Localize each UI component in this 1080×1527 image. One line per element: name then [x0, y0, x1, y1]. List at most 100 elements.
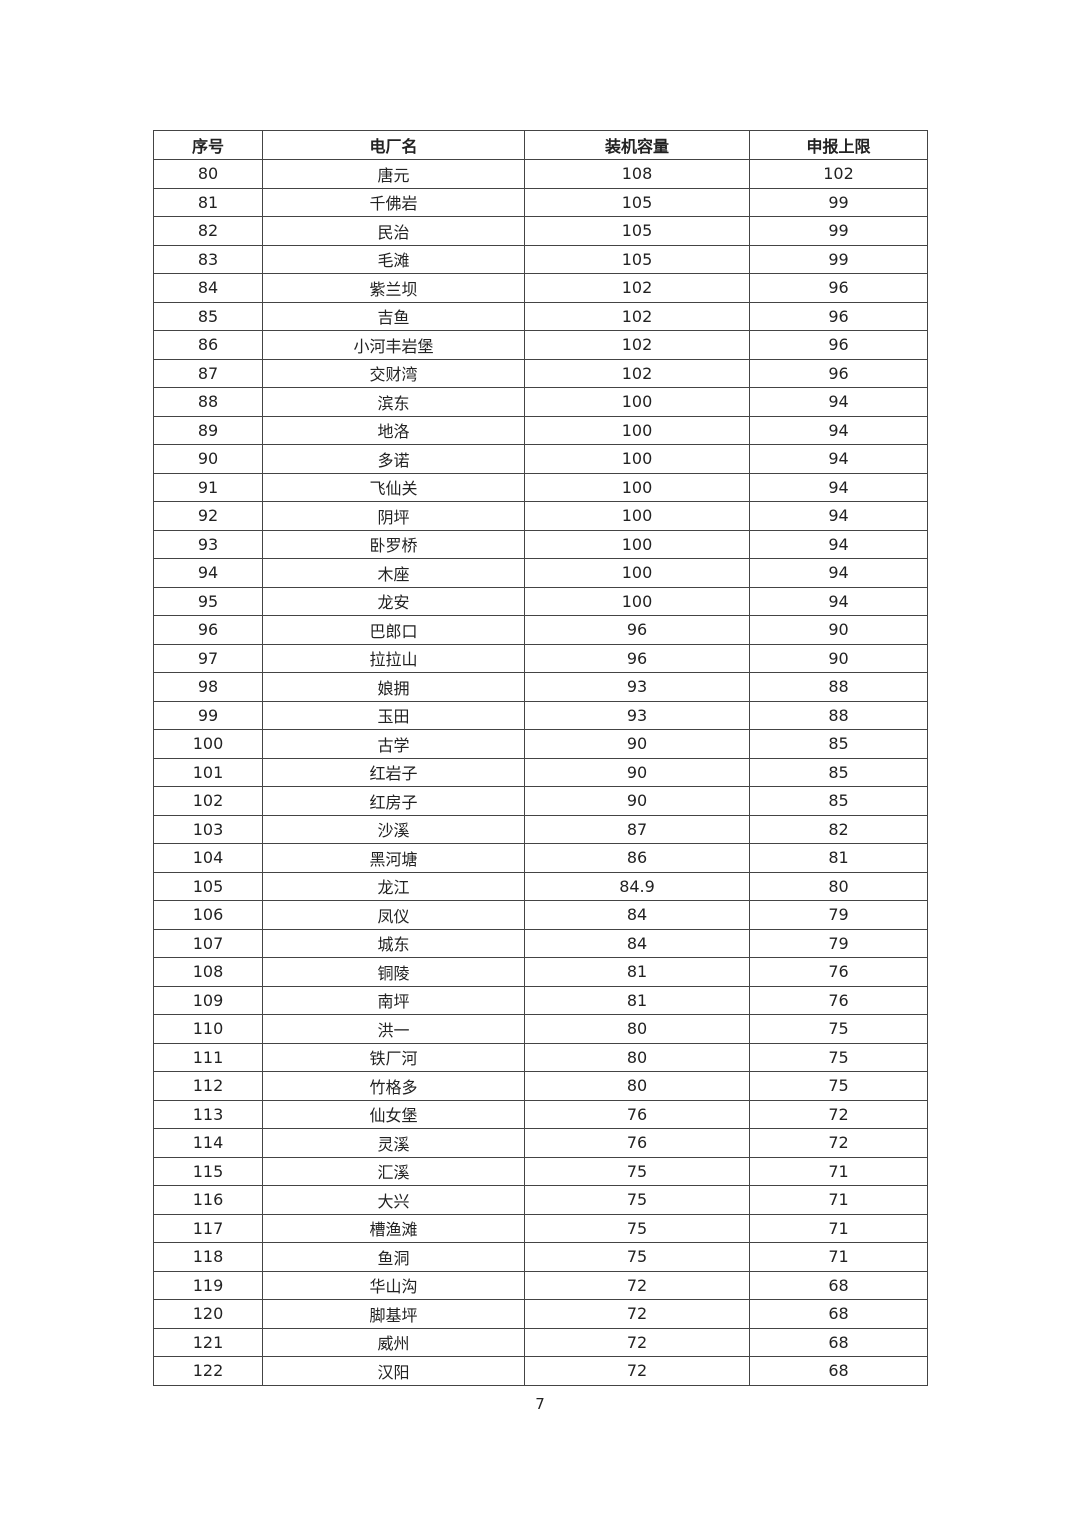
header-index: 序号: [153, 130, 263, 160]
table-row: 91 飞仙关 100 94: [153, 472, 928, 502]
cell-index: 95: [153, 586, 263, 616]
cell-index: 110: [153, 1014, 263, 1044]
cell-index: 86: [153, 330, 263, 360]
cell-installed-capacity: 108: [524, 159, 750, 189]
cell-index: 122: [153, 1356, 263, 1386]
table-row: 99 玉田 93 88: [153, 700, 928, 730]
table-row: 84 紫兰坝 102 96: [153, 273, 928, 303]
cell-plant-name: 毛滩: [262, 244, 525, 274]
table-row: 107 城东 84 79: [153, 928, 928, 958]
cell-plant-name: 汉阳: [262, 1356, 525, 1386]
cell-declared-limit: 94: [749, 472, 928, 502]
table-row: 115 汇溪 75 71: [153, 1156, 928, 1186]
cell-plant-name: 木座: [262, 558, 525, 588]
cell-plant-name: 红房子: [262, 786, 525, 816]
cell-plant-name: 红岩子: [262, 757, 525, 787]
cell-plant-name: 汇溪: [262, 1156, 525, 1186]
cell-index: 115: [153, 1156, 263, 1186]
cell-declared-limit: 71: [749, 1185, 928, 1215]
cell-plant-name: 南坪: [262, 985, 525, 1015]
cell-installed-capacity: 100: [524, 444, 750, 474]
table-row: 100 古学 90 85: [153, 729, 928, 759]
table-row: 85 吉鱼 102 96: [153, 301, 928, 331]
cell-plant-name: 千佛岩: [262, 187, 525, 217]
cell-plant-name: 紫兰坝: [262, 273, 525, 303]
cell-declared-limit: 96: [749, 273, 928, 303]
cell-declared-limit: 72: [749, 1128, 928, 1158]
cell-declared-limit: 68: [749, 1299, 928, 1329]
cell-index: 89: [153, 415, 263, 445]
cell-index: 82: [153, 216, 263, 246]
power-plant-table: 序号 电厂名 装机容量 申报上限 80 唐元 108 102 81 千佛岩 105 99 82 民…: [153, 130, 928, 1386]
cell-plant-name: 沙溪: [262, 814, 525, 844]
cell-declared-limit: 102: [749, 159, 928, 189]
table-row: 80 唐元 108 102: [153, 159, 928, 189]
table-row: 88 滨东 100 94: [153, 387, 928, 417]
cell-plant-name: 飞仙关: [262, 472, 525, 502]
table-row: 89 地洛 100 94: [153, 415, 928, 445]
cell-installed-capacity: 100: [524, 529, 750, 559]
cell-installed-capacity: 72: [524, 1327, 750, 1357]
cell-plant-name: 拉拉山: [262, 643, 525, 673]
cell-declared-limit: 88: [749, 672, 928, 702]
cell-index: 117: [153, 1213, 263, 1243]
table-row: 110 洪一 80 75: [153, 1014, 928, 1044]
cell-plant-name: 多诺: [262, 444, 525, 474]
cell-installed-capacity: 100: [524, 501, 750, 531]
cell-index: 108: [153, 957, 263, 987]
cell-declared-limit: 80: [749, 871, 928, 901]
cell-declared-limit: 82: [749, 814, 928, 844]
cell-declared-limit: 99: [749, 216, 928, 246]
cell-plant-name: 铜陵: [262, 957, 525, 987]
cell-declared-limit: 90: [749, 615, 928, 645]
cell-installed-capacity: 76: [524, 1128, 750, 1158]
cell-plant-name: 卧罗桥: [262, 529, 525, 559]
cell-plant-name: 槽渔滩: [262, 1213, 525, 1243]
cell-index: 105: [153, 871, 263, 901]
table-header-row: 序号 电厂名 装机容量 申报上限: [153, 130, 928, 160]
cell-declared-limit: 71: [749, 1242, 928, 1272]
header-plant-name: 电厂名: [262, 130, 525, 160]
cell-declared-limit: 75: [749, 1014, 928, 1044]
table-row: 118 鱼洞 75 71: [153, 1242, 928, 1272]
cell-installed-capacity: 80: [524, 1071, 750, 1101]
cell-declared-limit: 71: [749, 1213, 928, 1243]
cell-installed-capacity: 84.9: [524, 871, 750, 901]
table-row: 108 铜陵 81 76: [153, 957, 928, 987]
cell-installed-capacity: 75: [524, 1242, 750, 1272]
cell-installed-capacity: 75: [524, 1156, 750, 1186]
table-row: 106 凤仪 84 79: [153, 900, 928, 930]
cell-installed-capacity: 100: [524, 387, 750, 417]
cell-declared-limit: 68: [749, 1327, 928, 1357]
cell-declared-limit: 75: [749, 1042, 928, 1072]
cell-installed-capacity: 76: [524, 1099, 750, 1129]
cell-plant-name: 巴郎口: [262, 615, 525, 645]
cell-index: 98: [153, 672, 263, 702]
cell-index: 100: [153, 729, 263, 759]
cell-declared-limit: 96: [749, 301, 928, 331]
cell-installed-capacity: 84: [524, 900, 750, 930]
cell-plant-name: 唐元: [262, 159, 525, 189]
cell-installed-capacity: 80: [524, 1014, 750, 1044]
table-row: 98 娘拥 93 88: [153, 672, 928, 702]
table-row: 83 毛滩 105 99: [153, 244, 928, 274]
cell-declared-limit: 85: [749, 729, 928, 759]
cell-index: 107: [153, 928, 263, 958]
cell-index: 83: [153, 244, 263, 274]
cell-installed-capacity: 96: [524, 643, 750, 673]
cell-index: 99: [153, 700, 263, 730]
cell-plant-name: 华山沟: [262, 1270, 525, 1300]
cell-declared-limit: 94: [749, 501, 928, 531]
cell-plant-name: 鱼洞: [262, 1242, 525, 1272]
table-row: 82 民治 105 99: [153, 216, 928, 246]
cell-plant-name: 龙安: [262, 586, 525, 616]
cell-index: 85: [153, 301, 263, 331]
cell-plant-name: 大兴: [262, 1185, 525, 1215]
table-row: 104 黑河塘 86 81: [153, 843, 928, 873]
cell-installed-capacity: 100: [524, 472, 750, 502]
cell-installed-capacity: 93: [524, 700, 750, 730]
cell-index: 120: [153, 1299, 263, 1329]
cell-declared-limit: 94: [749, 415, 928, 445]
cell-index: 93: [153, 529, 263, 559]
cell-plant-name: 威州: [262, 1327, 525, 1357]
